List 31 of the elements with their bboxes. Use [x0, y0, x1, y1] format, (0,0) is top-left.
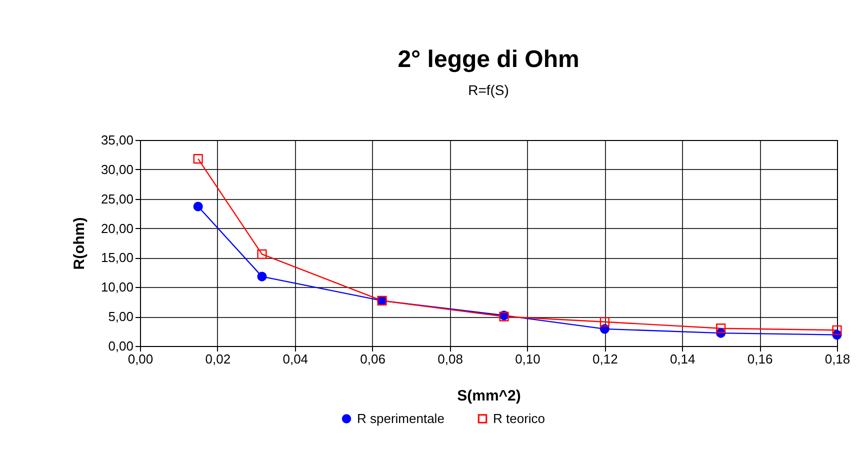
point: [832, 325, 842, 335]
chart-title: 2° legge di Ohm: [398, 46, 580, 73]
x-tick-label: 0,18: [824, 352, 850, 366]
y-tick-label: 15,00: [100, 250, 134, 266]
point: [716, 324, 726, 334]
x-axis-title: S(mm^2): [457, 388, 521, 404]
y-tick-label: 25,00: [100, 191, 134, 206]
point: [193, 154, 203, 164]
y-tick-label: 30,00: [100, 162, 134, 177]
chart-subtitle: R=f(S): [468, 82, 509, 98]
legend-label: R sperimentale: [357, 410, 444, 426]
x-tick-label: 0,04: [282, 352, 308, 366]
x-tick-label: 0,08: [438, 352, 463, 366]
point: [257, 272, 267, 282]
point: [257, 249, 267, 259]
point: [600, 317, 610, 327]
legend-label: R teorico: [493, 410, 546, 426]
x-tick-label: 0,10: [515, 352, 540, 366]
x-tick-label: 0,16: [747, 352, 773, 366]
y-axis-title: R(ohm): [70, 217, 88, 270]
x-tick-label: 0,02: [205, 352, 231, 366]
y-tick-label: 20,00: [100, 220, 134, 236]
x-tick-label: 0,00: [128, 352, 154, 366]
y-tick-label: 35,00: [100, 132, 134, 148]
x-tick-label: 0,12: [592, 352, 618, 366]
point: [193, 202, 203, 212]
y-tick-label: 10,00: [100, 280, 134, 295]
x-tick-label: 0,06: [360, 352, 386, 366]
y-tick-label: 0,00: [108, 338, 134, 354]
x-tick-label: 0,14: [670, 352, 696, 366]
y-tick-label: 5,00: [108, 309, 134, 324]
